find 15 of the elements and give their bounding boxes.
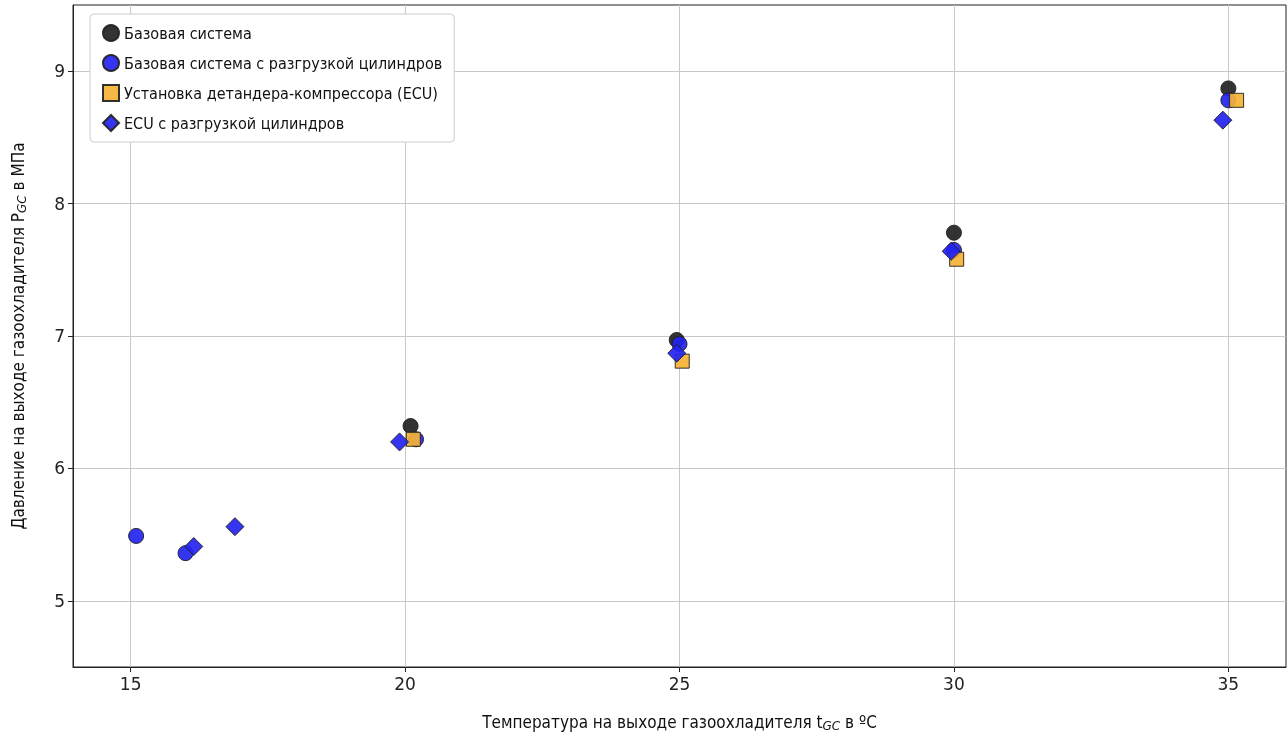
x-tick-label: 15 xyxy=(119,673,142,694)
y-tick-label: 8 xyxy=(54,193,65,214)
x-tick-label: 35 xyxy=(1217,673,1240,694)
y-tick-label: 9 xyxy=(54,61,65,82)
y-tick-label: 7 xyxy=(54,326,65,346)
y-tick-label: 6 xyxy=(54,458,65,479)
y-tick-label: 5 xyxy=(54,590,65,611)
x-tick-label: 25 xyxy=(668,673,691,694)
x-tick-label: 20 xyxy=(394,673,416,694)
y-axis-title: Давление на выходе газоохладителя PGC в МПа xyxy=(8,142,29,530)
legend-label: ECU с разгрузкой цилиндров xyxy=(124,113,345,133)
legend-label: Установка детандера-компрессора (ECU) xyxy=(124,83,438,103)
x-tick-label: 30 xyxy=(943,673,965,694)
legend-label: Базовая система xyxy=(124,23,252,43)
legend-label: Базовая система с разгрузкой цилиндров xyxy=(124,53,443,73)
